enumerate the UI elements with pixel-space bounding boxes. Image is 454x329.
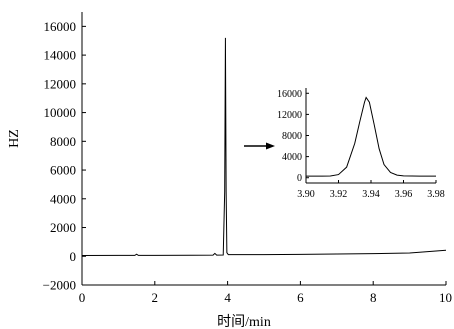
inset-y-tick-label: 12000 (277, 110, 302, 121)
y-axis-title: HZ (7, 129, 22, 148)
inset-x-tick-label: 3.92 (330, 189, 348, 200)
y-tick-label: 6000 (50, 163, 76, 178)
inset-x-tick-label: 3.94 (362, 189, 380, 200)
y-tick-label: 14000 (44, 48, 77, 63)
inset-x-tick-label: 3.96 (395, 189, 413, 200)
y-tick-label: 0 (70, 249, 77, 264)
series-line (81, 37, 447, 257)
x-axis-title: 时间/min (217, 314, 271, 329)
inset-y-tick-label: 16000 (277, 89, 302, 100)
x-tick-label: 8 (370, 290, 377, 305)
inset-y-tick-label: 0 (297, 173, 302, 184)
y-tick-label: 2000 (50, 220, 76, 235)
y-tick-label: 10000 (44, 105, 77, 120)
inset-series-line (306, 96, 436, 177)
y-tick-label: −2000 (43, 278, 76, 293)
inset-x-tick-label: 3.90 (297, 189, 315, 200)
x-tick-label: 2 (152, 290, 159, 305)
inset-y-tick-label: 8000 (282, 131, 302, 142)
y-tick-label: 16000 (44, 19, 77, 34)
main-plot: −200002000400060008000100001200014000160… (7, 12, 452, 329)
x-tick-label: 0 (79, 290, 86, 305)
inset-plot: 0 4000 8000 12000 16000 3.90 3.92 3.94 3.96 3.98 (277, 88, 445, 200)
arrow-head (266, 142, 275, 150)
zoom-arrow (244, 142, 275, 150)
x-tick-label: 10 (439, 290, 452, 305)
inset-x-tick-label: 3.98 (427, 189, 445, 200)
y-tick-label: 12000 (44, 76, 77, 91)
y-tick-label: 8000 (50, 134, 76, 149)
y-tick-label: 4000 (50, 191, 76, 206)
x-tick-label: 6 (297, 290, 304, 305)
x-tick-label: 4 (224, 290, 231, 305)
inset-y-tick-label: 4000 (282, 152, 302, 163)
